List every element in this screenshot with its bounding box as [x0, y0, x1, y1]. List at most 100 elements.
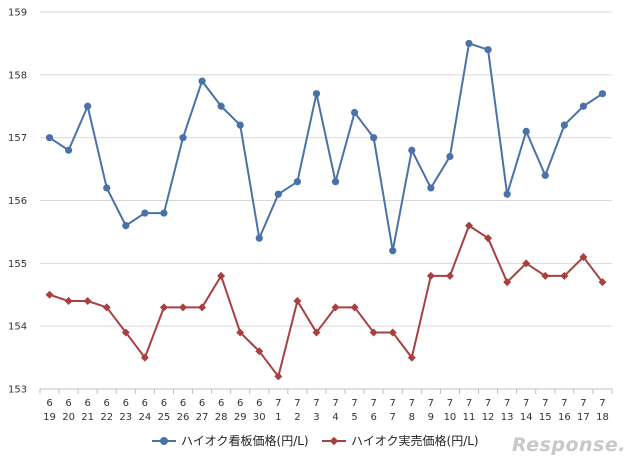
- data-point-series-1: [45, 134, 54, 142]
- data-point-series-1: [351, 108, 359, 117]
- x-tick-label-day: 29: [234, 412, 247, 423]
- data-point-series-1: [312, 90, 321, 98]
- data-point-series-2: [312, 328, 321, 337]
- x-tick-label-day: 10: [444, 412, 457, 423]
- x-tick-label-day: 5: [351, 412, 357, 423]
- data-point-series-2: [426, 271, 435, 280]
- x-tick-label-day: 28: [215, 412, 228, 423]
- data-point-series-2: [465, 221, 473, 230]
- series-line-2: [49, 224, 604, 378]
- x-tick-label-month: 6: [142, 398, 148, 409]
- data-point-series-2: [484, 234, 493, 243]
- x-tick-label-day: 1: [275, 412, 281, 423]
- x-tick-label-month: 7: [409, 398, 415, 409]
- legend-label-series-1: ハイオク看板価格(円/L): [181, 434, 309, 448]
- data-point-series-2: [541, 271, 550, 280]
- x-tick-label-month: 7: [599, 398, 605, 409]
- data-point-series-2: [45, 290, 54, 299]
- x-tick-label-month: 6: [46, 398, 52, 409]
- data-point-series-2: [445, 271, 454, 280]
- data-point-series-1: [198, 77, 206, 85]
- y-tick-label: 155: [8, 259, 27, 270]
- x-tick-label-day: 19: [43, 412, 56, 423]
- x-tick-label-month: 6: [256, 398, 262, 409]
- x-tick-label-month: 6: [104, 398, 110, 409]
- legend: ハイオク看板価格(円/L) ハイオク実売価格(円/L): [0, 432, 640, 452]
- x-tick-label-month: 7: [504, 398, 510, 409]
- x-tick-label-day: 3: [313, 412, 319, 423]
- watermark-logo: Response.: [512, 434, 626, 456]
- legend-label-series-2: ハイオク実売価格(円/L): [351, 434, 479, 448]
- x-tick-label-day: 16: [558, 412, 571, 423]
- x-tick-label-day: 21: [81, 412, 94, 423]
- data-point-series-2: [293, 297, 302, 306]
- x-tick-label-month: 7: [370, 398, 376, 409]
- x-tick-label-day: 9: [428, 412, 434, 423]
- data-point-series-1: [503, 190, 511, 198]
- x-tick-label-month: 7: [332, 398, 338, 409]
- x-tick-label-month: 6: [65, 398, 71, 409]
- data-point-series-2: [236, 328, 245, 337]
- data-point-series-1: [427, 184, 435, 192]
- data-point-series-1: [255, 234, 263, 242]
- data-point-series-1: [560, 121, 568, 129]
- x-tick-label-month: 7: [542, 398, 548, 409]
- data-point-series-1: [217, 102, 225, 110]
- x-tick-label-day: 13: [501, 412, 514, 423]
- x-tick-label-day: 24: [138, 412, 151, 423]
- data-point-series-1: [522, 127, 530, 135]
- data-point-series-1: [293, 178, 301, 186]
- data-point-series-1: [446, 152, 454, 161]
- x-tick-label-month: 7: [294, 398, 300, 409]
- x-tick-label-month: 7: [351, 398, 357, 409]
- data-point-series-2: [83, 297, 92, 306]
- series-line-1: [48, 42, 604, 252]
- x-tick-label-day: 11: [463, 412, 476, 423]
- data-point-series-1: [389, 247, 397, 255]
- x-tick-label-day: 17: [577, 412, 590, 423]
- data-point-series-1: [484, 46, 492, 54]
- data-point-series-1: [160, 209, 168, 217]
- data-point-series-1: [579, 102, 588, 110]
- y-tick-label: 153: [8, 385, 27, 396]
- series-layer: [45, 39, 607, 381]
- data-point-series-1: [103, 184, 111, 192]
- x-tick-label-day: 14: [520, 412, 533, 423]
- x-tick-label-month: 6: [84, 398, 90, 409]
- data-point-series-2: [350, 303, 359, 312]
- data-point-series-2: [64, 297, 73, 306]
- y-tick-label: 157: [8, 133, 27, 144]
- x-tick-label-month: 6: [161, 398, 167, 409]
- legend-swatch-series-1: [152, 435, 176, 447]
- data-point-series-2: [522, 259, 531, 268]
- x-tick-label-month: 7: [561, 398, 567, 409]
- data-point-series-2: [217, 271, 226, 280]
- data-point-series-2: [579, 253, 588, 262]
- x-tick-label-day: 25: [158, 412, 171, 423]
- x-tick-label-month: 7: [523, 398, 529, 409]
- data-point-series-2: [331, 303, 340, 312]
- data-point-series-2: [407, 353, 416, 362]
- data-point-series-1: [141, 209, 149, 217]
- x-tick-label-day: 15: [539, 412, 552, 423]
- data-point-series-2: [388, 328, 397, 337]
- x-tick-label-day: 8: [409, 412, 415, 423]
- data-point-series-1: [598, 90, 607, 98]
- data-point-series-1: [65, 146, 73, 154]
- data-point-series-1: [541, 171, 549, 179]
- x-tick-label-month: 7: [447, 398, 453, 409]
- x-tick-label-day: 2: [294, 412, 300, 423]
- data-point-series-2: [274, 372, 283, 381]
- x-tick-label-month: 7: [466, 398, 472, 409]
- data-point-series-2: [102, 303, 111, 312]
- data-point-series-2: [179, 303, 187, 312]
- x-tick-label-month: 7: [275, 398, 281, 409]
- x-tick-label-month: 6: [180, 398, 186, 409]
- data-point-series-2: [255, 347, 264, 356]
- data-point-series-1: [84, 102, 92, 110]
- legend-item-series-1: ハイオク看板価格(円/L): [152, 432, 309, 449]
- data-point-series-2: [598, 278, 607, 287]
- x-tick-label-day: 18: [596, 412, 609, 423]
- y-tick-labels: 153 154 155 156 157 158 159: [8, 8, 27, 396]
